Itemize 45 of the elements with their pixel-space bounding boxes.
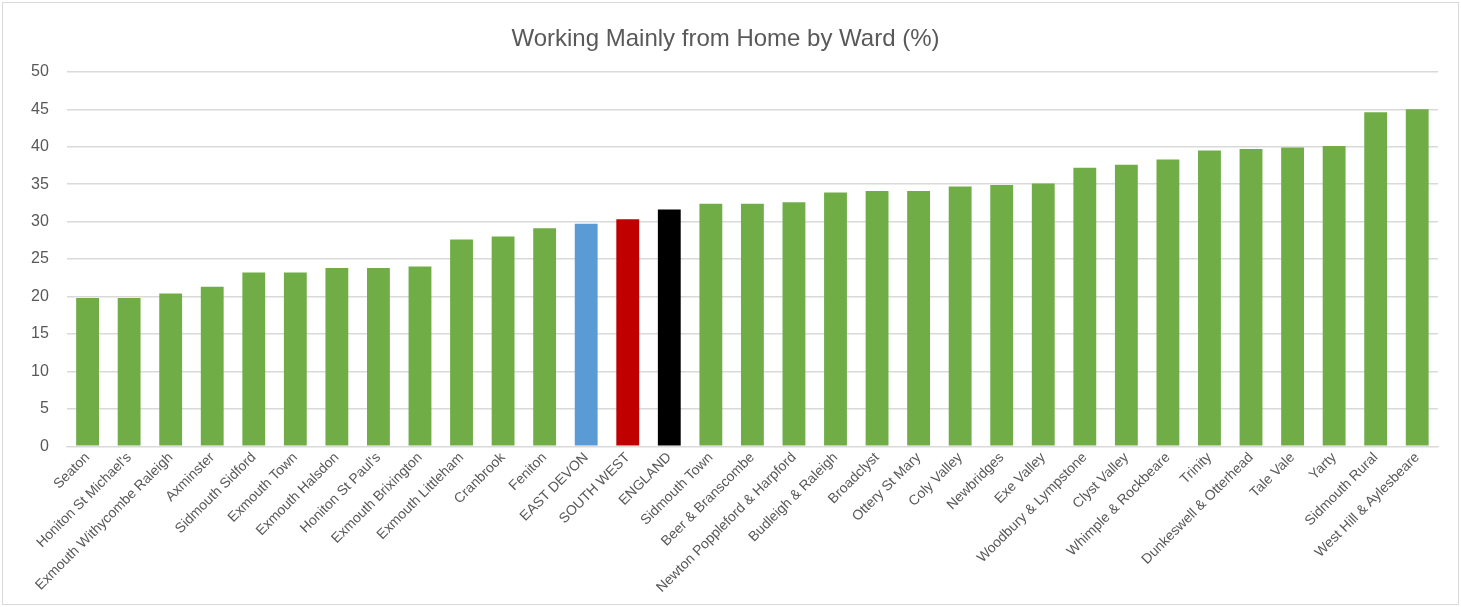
y-tick-label: 30 (31, 212, 49, 230)
bar (283, 272, 307, 446)
y-tick-label: 50 (31, 62, 49, 80)
bar (242, 272, 266, 446)
bar (657, 209, 681, 446)
bar (740, 203, 764, 446)
bar (76, 298, 99, 446)
bar (990, 184, 1014, 446)
y-tick-label: 25 (31, 249, 49, 267)
bar (782, 202, 806, 446)
bar (1156, 159, 1180, 446)
bar (574, 223, 598, 446)
y-tick-label: 5 (39, 399, 49, 417)
y-tick-label: 10 (31, 361, 49, 379)
bar (616, 219, 640, 446)
bar (1031, 183, 1055, 446)
bar (200, 286, 224, 446)
bar (450, 239, 473, 446)
bar (491, 236, 515, 446)
y-tick-label: 20 (31, 286, 49, 304)
bar (1281, 147, 1304, 446)
bar (699, 203, 723, 446)
bar (1114, 164, 1138, 446)
bar (1073, 167, 1097, 446)
y-tick-label: 40 (31, 137, 49, 155)
chart-title: Working Mainly from Home by Ward (%) (511, 24, 940, 52)
bar (117, 298, 141, 446)
bar (865, 190, 889, 446)
y-tick-label: 0 (39, 436, 49, 454)
bar (1405, 109, 1429, 446)
bar (408, 266, 432, 446)
bar (533, 228, 557, 446)
y-tick-label: 35 (31, 174, 49, 192)
bar (948, 186, 972, 446)
bar (907, 190, 931, 446)
bar (1239, 148, 1263, 446)
bar (159, 293, 183, 446)
y-tick-label: 15 (31, 324, 49, 342)
bar (1364, 112, 1388, 446)
bar (824, 192, 847, 446)
y-tick-label: 45 (31, 99, 49, 117)
bar (1198, 150, 1221, 446)
bar (367, 268, 390, 446)
bar (1322, 145, 1346, 446)
bar (325, 268, 349, 446)
